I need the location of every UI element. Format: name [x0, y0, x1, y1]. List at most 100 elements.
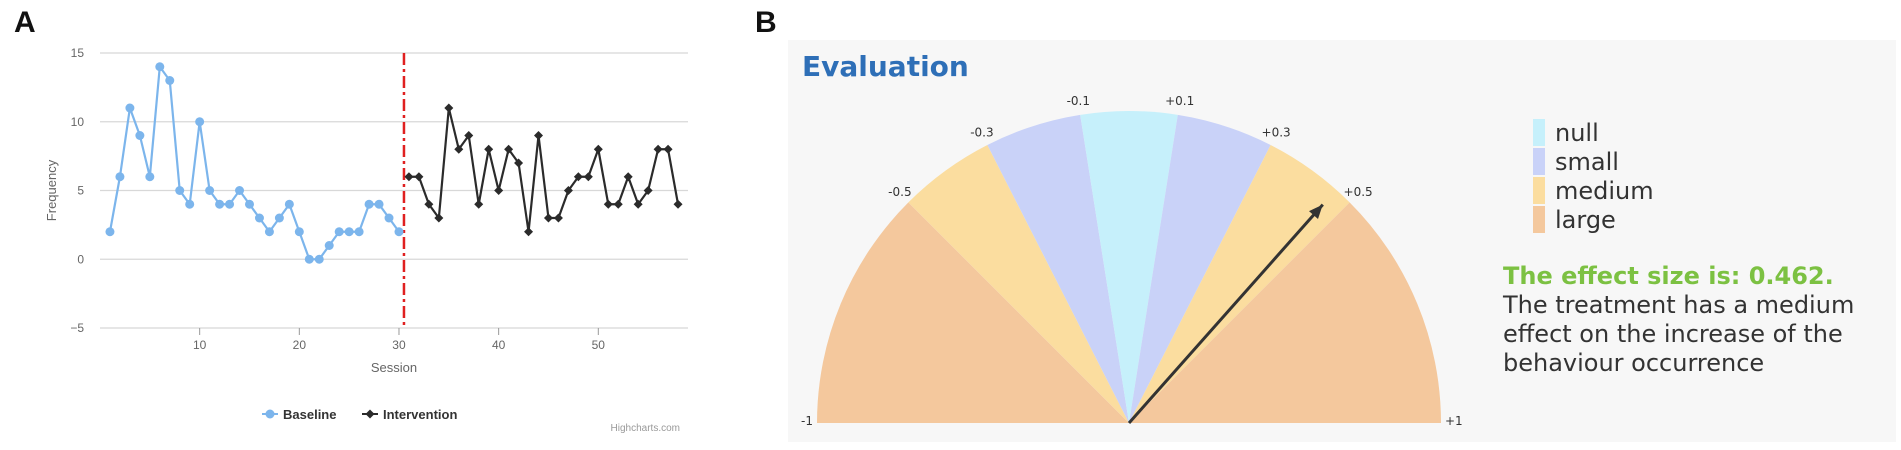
data-point-intervention	[573, 172, 583, 182]
data-point-baseline	[264, 227, 274, 237]
panel-letter-a: A	[14, 6, 36, 39]
legend-swatch	[1533, 177, 1545, 204]
legend-item-medium: medium	[1533, 176, 1654, 205]
chart-legend: Baseline Intervention	[262, 407, 457, 422]
data-point-intervention	[514, 158, 524, 168]
legend-label: medium	[1555, 176, 1654, 205]
data-point-baseline	[165, 76, 175, 85]
gauge-band-medium	[1129, 145, 1350, 423]
data-point-intervention	[653, 144, 663, 154]
data-point-baseline	[205, 186, 215, 195]
gauge-band-large	[817, 202, 1129, 423]
data-point-baseline	[155, 62, 165, 72]
x-tick-label: 50	[592, 338, 606, 352]
legend-item-small: small	[1533, 147, 1654, 176]
data-point-baseline	[185, 199, 195, 209]
gauge-band-null	[1080, 111, 1178, 423]
data-point-intervention	[474, 199, 484, 209]
legend-swatch	[1533, 119, 1545, 146]
y-tick-label: −5	[70, 321, 84, 335]
evaluation-title: Evaluation	[802, 50, 969, 83]
data-point-intervention	[593, 144, 603, 154]
data-point-baseline	[284, 199, 294, 209]
effect-size-gauge: -1 -0.5 -0.3 -0.1 +0.1 +0.3 +0.5 +1	[801, 94, 1463, 428]
data-point-baseline	[314, 254, 324, 264]
data-point-baseline	[105, 227, 115, 237]
data-point-baseline	[254, 213, 264, 223]
data-point-intervention	[404, 172, 414, 182]
data-point-intervention	[494, 186, 504, 195]
data-point-intervention	[623, 172, 633, 182]
data-point-intervention	[633, 199, 643, 209]
data-point-baseline	[225, 199, 235, 209]
data-point-baseline	[145, 172, 155, 182]
data-point-intervention	[673, 199, 683, 209]
gauge-band-small	[987, 114, 1129, 423]
gauge-needle	[1127, 203, 1324, 424]
data-point-intervention	[414, 172, 424, 182]
data-point-baseline	[135, 131, 145, 140]
y-tick-label: 10	[71, 115, 85, 129]
legend-label-baseline: Baseline	[283, 407, 336, 422]
legend-item-large: large	[1533, 205, 1654, 234]
data-point-intervention	[504, 144, 514, 154]
data-point-intervention	[484, 144, 494, 154]
gauge-tick-label: -0.3	[970, 125, 993, 139]
data-point-intervention	[613, 199, 623, 209]
legend-marker	[365, 409, 375, 419]
gauge-tick-label: +0.1	[1165, 94, 1194, 108]
legend-label: large	[1555, 205, 1616, 234]
data-point-baseline	[394, 227, 404, 237]
effect-size-description: The treatment has a medium effect on the…	[1503, 291, 1855, 377]
x-axis-label: Session	[371, 360, 417, 375]
gauge-tick-label: +1	[1445, 414, 1463, 428]
data-point-baseline	[274, 213, 284, 223]
series-line-intervention	[408, 106, 680, 233]
data-point-intervention	[543, 213, 553, 223]
data-point-baseline	[344, 227, 354, 237]
gauge-band-medium	[908, 145, 1129, 423]
legend-swatch	[1533, 148, 1545, 175]
gauge-needle-arrowhead	[1309, 204, 1323, 220]
legend-swatch	[1533, 206, 1545, 233]
data-point-baseline	[215, 199, 225, 209]
data-point-baseline	[115, 172, 125, 182]
gauge-legend: null small medium large	[1533, 118, 1654, 234]
credit-text: Highcharts.com	[611, 423, 680, 434]
x-tick-label: 30	[392, 338, 406, 352]
data-point-baseline	[374, 199, 384, 209]
legend-label: small	[1555, 147, 1619, 176]
data-point-baseline	[354, 227, 364, 237]
data-point-intervention	[444, 103, 454, 113]
data-point-intervention	[663, 144, 673, 154]
data-point-baseline	[195, 117, 205, 127]
data-point-baseline	[175, 186, 185, 195]
data-point-baseline	[244, 199, 254, 209]
data-point-intervention	[424, 199, 434, 209]
data-point-baseline	[334, 227, 344, 237]
data-point-intervention	[583, 172, 593, 182]
panel-letter-b: B	[755, 6, 777, 39]
evaluation-panel: -1 -0.5 -0.3 -0.1 +0.1 +0.3 +0.5 +1 Evaluation …	[788, 40, 1896, 442]
data-point-intervention	[434, 213, 444, 223]
y-tick-label: 5	[77, 184, 84, 198]
data-point-baseline	[235, 186, 245, 195]
data-point-intervention	[524, 227, 534, 237]
data-point-baseline	[364, 199, 374, 209]
gauge-band-small	[1129, 114, 1271, 423]
legend-item-null: null	[1533, 118, 1654, 147]
effect-size-heading: The effect size is: 0.462.	[1503, 262, 1834, 290]
data-point-intervention	[454, 144, 464, 154]
gauge-tick-label: -0.1	[1067, 94, 1090, 108]
data-point-baseline	[384, 213, 394, 223]
legend-label: null	[1555, 118, 1599, 147]
y-tick-label: 0	[77, 252, 84, 266]
data-point-baseline	[304, 254, 314, 264]
data-point-intervention	[643, 186, 653, 195]
gauge-tick-label: +0.5	[1344, 185, 1373, 199]
gauge-tick-label: +0.3	[1262, 125, 1291, 139]
data-point-intervention	[563, 186, 573, 195]
data-point-intervention	[603, 199, 613, 209]
data-point-baseline	[324, 241, 334, 250]
